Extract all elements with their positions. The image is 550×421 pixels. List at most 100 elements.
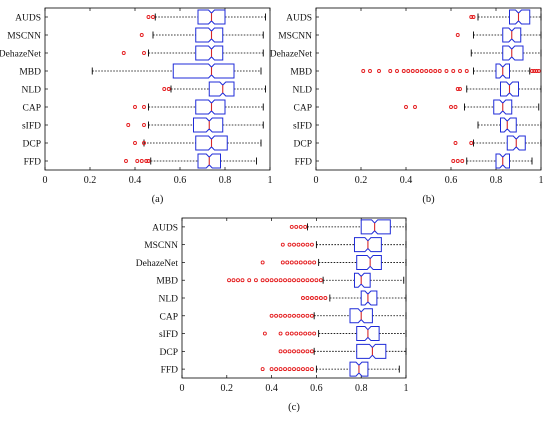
outlier-point (287, 367, 292, 372)
y-category-label: FFD (161, 366, 179, 376)
y-category-label: MBD (156, 277, 178, 287)
x-tick-label: 0.2 (355, 175, 368, 186)
outlier-point (274, 313, 279, 318)
outlier-point (444, 69, 449, 73)
y-category-label: AUDS (152, 223, 178, 233)
outlier-point (437, 69, 442, 73)
outlier-point (453, 141, 458, 145)
outlier-point (314, 278, 319, 283)
outlier-point (274, 278, 279, 283)
outlier-point (262, 331, 267, 336)
outlier-point (296, 278, 301, 283)
box-nld: NLD (292, 81, 542, 97)
outlier-point (388, 69, 393, 73)
chart-panel-3: 0 0.2 0.4 0.6 0.8 1 AUDS MSCNN DehazeNet MBD NLD CA… (136, 217, 409, 413)
box-body (208, 81, 235, 97)
x-tick-label: 1 (539, 175, 544, 186)
y-category-label: CAP (160, 312, 178, 322)
box-body (353, 237, 382, 253)
box-dcp: DCP (294, 135, 542, 151)
box-body (360, 290, 378, 306)
panel-label: (c) (288, 402, 300, 413)
outlier-point (318, 278, 323, 283)
outlier-point (142, 51, 146, 55)
outlier-point (278, 313, 283, 318)
outlier-point (294, 224, 299, 229)
outlier-point (274, 367, 279, 372)
outlier-point (469, 15, 474, 19)
outlier-point (236, 278, 240, 283)
outlier-point (305, 313, 310, 318)
box-body (195, 45, 224, 61)
outlier-point (296, 349, 301, 354)
outlier-point (285, 260, 290, 265)
outlier-point (451, 159, 456, 163)
box-body (353, 272, 371, 288)
x-tick-label: 0.4 (265, 383, 278, 394)
outlier-point (305, 349, 310, 354)
chart-panel-2: 0 0.2 0.4 0.6 0.8 1 AUDS MSCNN DehazeNet MBD NLD CA… (270, 7, 544, 205)
outlier-point (240, 278, 245, 283)
x-tick-label: 0.2 (221, 383, 234, 394)
outlier-point (253, 278, 258, 283)
outlier-point (280, 260, 285, 265)
outlier-point (424, 69, 429, 73)
box-body (349, 308, 373, 324)
box-body (493, 99, 513, 115)
box-body (193, 117, 224, 133)
outlier-point (260, 367, 265, 372)
y-category-label: FFD (295, 158, 313, 168)
outlier-point (133, 141, 137, 145)
outlier-point (455, 33, 460, 37)
outlier-point (265, 278, 270, 283)
outlier-point (247, 278, 252, 283)
outlier-point (289, 224, 294, 229)
outlier-point (428, 69, 433, 73)
box-body (502, 45, 524, 61)
outlier-point (361, 69, 366, 73)
outlier-point (530, 69, 534, 73)
outlier-point (298, 224, 303, 229)
outlier-point (296, 367, 301, 372)
box-mbd: MBD (156, 272, 405, 288)
outlier-point (139, 159, 144, 163)
box-body (509, 9, 531, 25)
outlier-point (285, 331, 290, 336)
box-auds: AUDS (286, 9, 542, 25)
x-tick-label: 0.4 (400, 175, 413, 186)
outlier-point (312, 260, 317, 265)
outlier-point (292, 367, 296, 372)
chart-panel-1: 0 0.2 0.4 0.6 0.8 1 AUDS MSCNN DehazeNet MBD NLD CA… (0, 7, 273, 205)
outlier-point (307, 331, 312, 336)
outlier-point (309, 367, 314, 372)
y-category-label: CAP (23, 104, 41, 114)
y-category-label: FFD (24, 158, 42, 168)
outlier-point (278, 367, 283, 372)
y-category-label: NLD (21, 86, 41, 96)
outlier-point (455, 87, 460, 91)
box-body (495, 63, 510, 79)
box-body (502, 27, 522, 43)
outlier-point (449, 105, 453, 109)
y-category-label: NLD (158, 295, 178, 305)
outlier-point (377, 69, 381, 73)
x-tick-label: 0.6 (174, 175, 187, 186)
outlier-point (413, 105, 417, 109)
outlier-point (309, 296, 314, 300)
x-tick-label: 0.8 (219, 175, 232, 186)
outlier-point (287, 278, 292, 283)
outlier-point (292, 313, 296, 318)
outlier-point (142, 123, 146, 127)
box-dehazenet: DehazeNet (136, 254, 407, 270)
outlier-point (301, 296, 305, 300)
outlier-point (415, 69, 420, 73)
outlier-point (126, 123, 131, 127)
box-dcp: DCP (160, 343, 407, 359)
box-ffd: FFD (295, 153, 533, 169)
box-nld: NLD (158, 290, 407, 306)
box-mscnn: MSCNN (7, 27, 264, 43)
outlier-point (146, 15, 151, 19)
outlier-point (303, 331, 308, 336)
outlier-point (287, 242, 292, 247)
